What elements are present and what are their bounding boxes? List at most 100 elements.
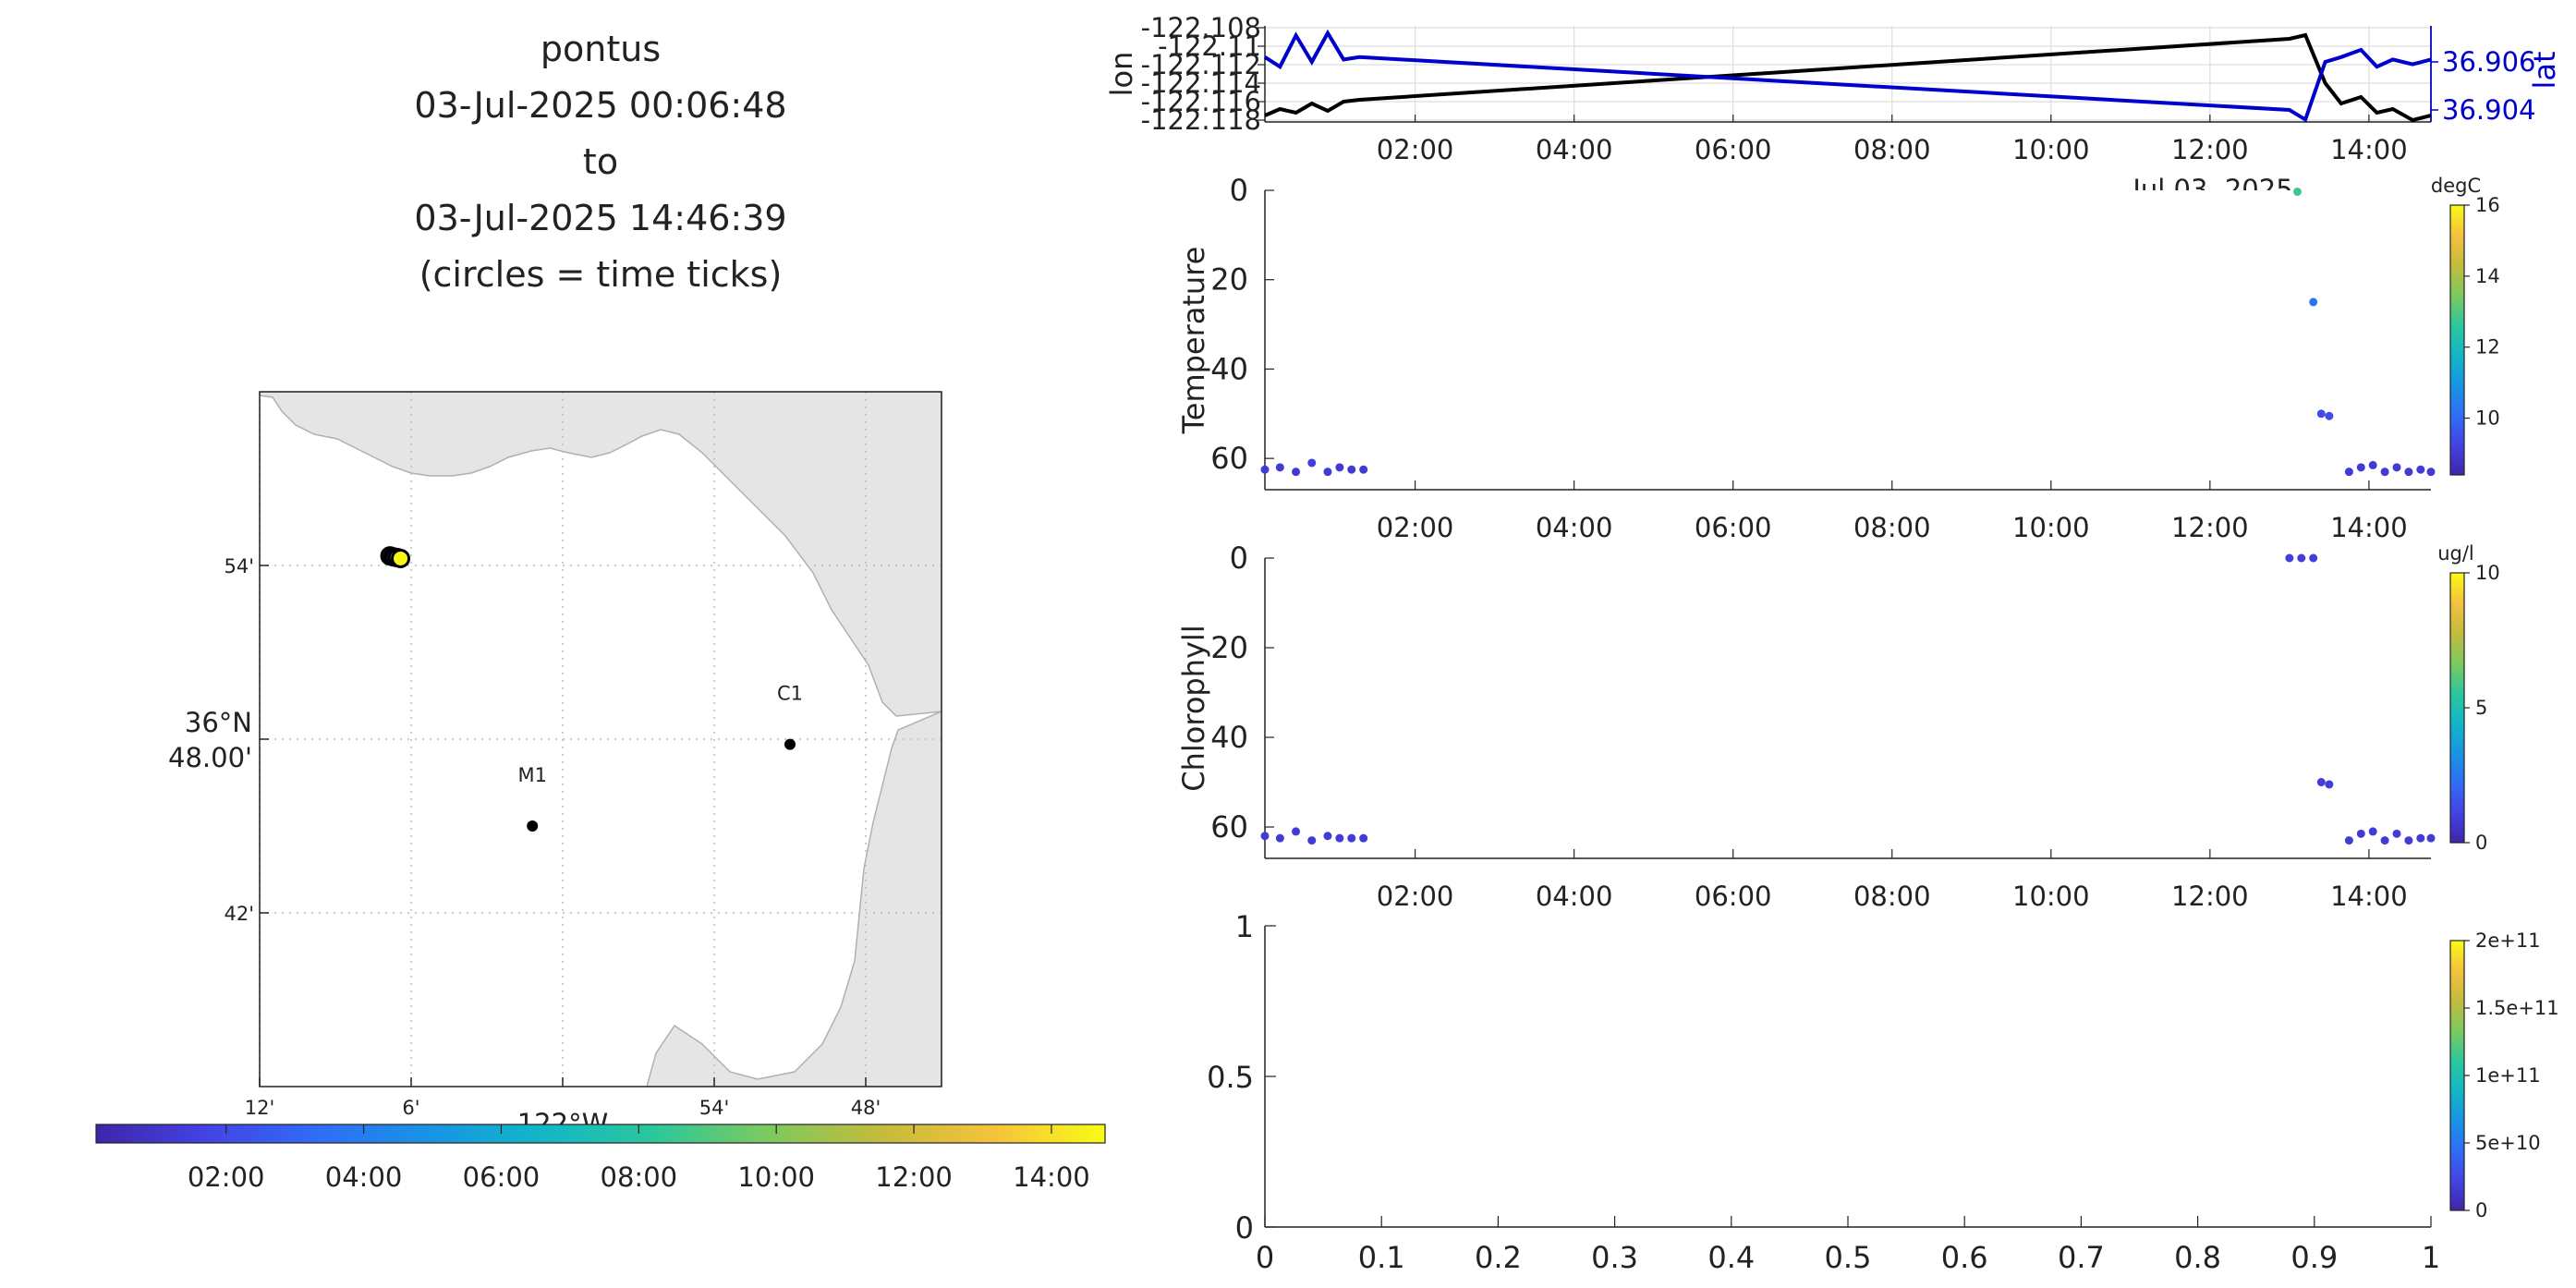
colorbar-tick-label: 16 [2475,194,2500,216]
land-east-coast [646,711,942,1087]
colorbar-tick-label: 14 [2475,265,2500,287]
x-tick-label: 04:00 [1536,881,1613,912]
colorbar-tick-label: 10 [2475,562,2500,584]
data-point [1335,833,1344,843]
x-tick-label: 12:00 [2171,134,2249,165]
data-point [1292,827,1301,836]
data-point [1335,463,1344,472]
mooring-label: C1 [777,683,803,705]
colorbar-tick-label: 0 [2475,1199,2487,1221]
time-colorbar-tick-label: 04:00 [325,1161,403,1193]
map-ytick-part: 48.00' [168,742,252,773]
data-point [2416,465,2425,474]
map-moorings: M1 C1 [517,683,803,832]
data-point [2309,298,2318,307]
time-colorbar-tick-label: 06:00 [463,1161,541,1193]
colorbar-tick-label: 0 [2475,832,2487,854]
x-tick-label: 14:00 [2330,134,2408,165]
x-tick-label: 0.7 [2058,1240,2105,1275]
x-date-label: Jul 03, 2025 [2131,174,2292,205]
map-land [260,392,942,1087]
y-axis-label: Chlorophyll [1176,625,1211,791]
data-point [2404,468,2413,477]
data-point [2325,411,2334,420]
x-tick-label: 04:00 [1536,512,1613,543]
colorbar-tick-label: 5e+10 [2475,1132,2541,1154]
data-point [2316,409,2326,419]
title-start-time: 03-Jul-2025 00:06:48 [414,85,786,126]
x-tick-label: 12:00 [2171,512,2249,543]
lat-series-line [1263,29,2432,123]
data-point [2292,187,2302,196]
data-point [2380,836,2389,845]
x-tick-label: 10:00 [2012,512,2090,543]
y-tick-label: 0.5 [1207,1060,1254,1095]
data-point [2392,463,2401,472]
x-tick-label: 1 [2422,1240,2440,1275]
data-point [2368,827,2377,836]
data-point [1275,833,1284,843]
y-tick-label: 0 [1230,541,1248,576]
y-axis-label: Temperature [1176,247,1211,435]
colorbar-unit: ug/l [2437,542,2474,565]
data-point [1292,468,1301,477]
mooring-marker [527,820,539,832]
data-point [1260,832,1270,841]
data-point [2416,833,2425,843]
land-north-coast [260,392,942,717]
time-colorbar-tick-label: 12:00 [875,1161,953,1193]
x-tick-label: 14:00 [2330,512,2408,543]
track-point [391,548,411,568]
colorbar-gradient [2449,204,2465,476]
colorbar-unit: degC [2431,175,2481,197]
x-tick-label: 0 [1256,1240,1274,1275]
temperature-panel: 0 20 40 60 02:00 04:00 06:00 08:00 10:00 12:00 14:… [1176,173,2500,543]
data-point [2380,468,2389,477]
data-point [1260,465,1270,474]
y-tick-label: -122.112 [1141,49,1261,80]
x-tick-label: 06:00 [1695,512,1772,543]
data-point [2392,829,2401,838]
x-tick-label: 08:00 [1853,134,1931,165]
y-tick-label: 1 [1235,909,1254,944]
data-point [2344,468,2353,477]
data-point [1323,468,1332,477]
empty-panel: 0 0.5 1 0 0.1 0.2 0.3 0.4 0.5 0.6 0.7 0.8 0.9 1 2e+11 1… [1207,909,2559,1275]
y-tick-label: 0 [1235,1210,1254,1245]
figure-title: pontus 03-Jul-2025 00:06:48 to 03-Jul-20… [414,29,786,295]
data-point [1359,465,1368,474]
y-tick-label: -122.108 [1141,12,1261,43]
y-tick-label: 40 [1210,720,1248,755]
x-tick-label: 0.8 [2174,1240,2221,1275]
map-xtick-label: 48' [851,1097,881,1119]
x-tick-label: 0.9 [2290,1240,2338,1275]
x-tick-label: 0.4 [1707,1240,1755,1275]
x-tick-label: 0.2 [1475,1240,1522,1275]
y-tick-label: 0 [1230,173,1248,208]
colorbar-tick-label: 1e+11 [2475,1064,2541,1087]
y-tick-label: -122.118 [1141,104,1261,136]
mooring-label: M1 [517,764,546,786]
map-track-points [380,546,411,568]
chlorophyll-panel: 0 20 40 60 02:00 04:00 06:00 08:00 10:00 12:00 14:… [1176,541,2500,912]
map-ytick-label: 36°N 48.00' [168,707,252,773]
x-tick-label: 06:00 [1695,881,1772,912]
y-tick-label-right: 36.906 [2442,46,2535,78]
map-xtick-label: 12' [245,1097,275,1119]
y-tick-label: 60 [1210,441,1248,476]
title-end-time: 03-Jul-2025 14:46:39 [414,198,786,238]
data-point [2325,780,2334,789]
colorbar-tick-label: 2e+11 [2475,930,2541,952]
time-colorbar-gradient [95,1124,1106,1144]
title-note: (circles = time ticks) [419,254,783,295]
data-point [2426,468,2436,477]
mooring-marker [784,738,796,750]
colorbar-tick-label: 12 [2475,336,2500,358]
x-tick-label: 02:00 [1377,134,1454,165]
colorbar-gradient [2449,940,2465,1211]
map-tick-labels: 12' 6' 122°W 54' 48'54'36°N 48.00'42' [168,555,881,1139]
time-colorbar-tick-label: 10:00 [737,1161,815,1193]
y-tick-label: -122.116 [1141,86,1261,117]
time-colorbar-tick-label: 02:00 [188,1161,265,1193]
